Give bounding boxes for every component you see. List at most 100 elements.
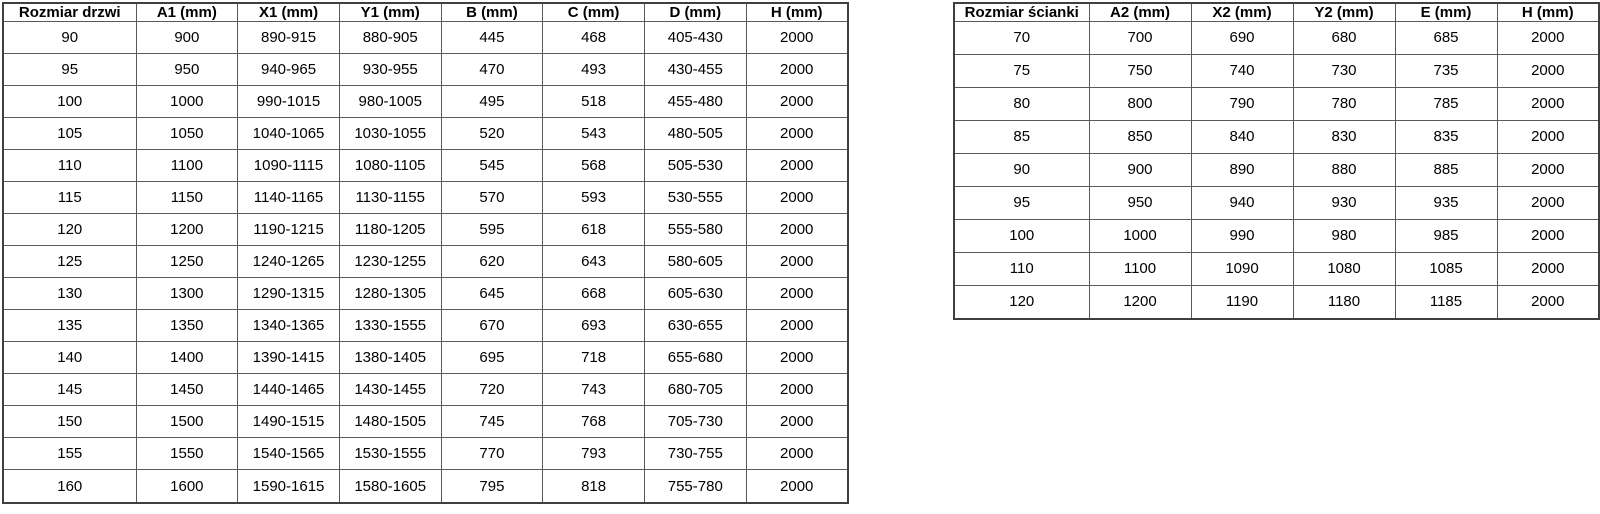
table-row: 150 1500 1490-1515 1480-1505 745 768 705-730 20… — [2, 405, 849, 439]
table-cell: 935 — [1394, 185, 1498, 220]
column-header: Y1 (mm) — [338, 2, 442, 22]
table-row: 90 900 890-915 880-905 445 468 405-430 2000 — [2, 20, 849, 55]
column-header: X1 (mm) — [237, 2, 340, 22]
table-cell: 518 — [542, 85, 645, 119]
table-cell: 2000 — [1496, 119, 1600, 154]
table-cell: 1530-1555 — [338, 437, 442, 471]
table-row: 120 1200 1190-1215 1180-1205 595 618 555-580 20… — [2, 213, 849, 247]
table-cell: 2000 — [745, 20, 849, 55]
header-row: Rozmiar drzwi A1 (mm) X1 (mm) Y1 (mm) B (mm)… — [2, 2, 849, 22]
table-cell: 655-680 — [643, 341, 747, 375]
column-header: C (mm) — [542, 2, 645, 22]
table-cell: 705-730 — [643, 405, 747, 439]
table-cell: 2000 — [1496, 284, 1600, 320]
table-cell: 1450 — [135, 373, 239, 407]
table-cell: 80 — [953, 86, 1090, 121]
table-cell: 140 — [2, 341, 137, 375]
table-cell: 1100 — [1088, 251, 1192, 286]
table-cell: 1085 — [1394, 251, 1498, 286]
table-row: 80 800 790 780 785 2000 — [953, 86, 1600, 121]
table-cell: 2000 — [745, 117, 849, 151]
table-cell: 980 — [1292, 218, 1396, 253]
column-header: Rozmiar ścianki — [953, 2, 1090, 22]
table-cell: 2000 — [745, 437, 849, 471]
table-cell: 618 — [542, 213, 645, 247]
table-cell: 2000 — [1496, 152, 1600, 187]
table-cell: 680 — [1292, 21, 1396, 55]
table-row: 85 850 840 830 835 2000 — [953, 119, 1600, 154]
table-cell: 1380-1405 — [338, 341, 442, 375]
table-cell: 2000 — [745, 213, 849, 247]
table-cell: 1040-1065 — [237, 117, 340, 151]
wall-dimensions-table: Rozmiar ścianki A2 (mm) X2 (mm) Y2 (mm) E (m… — [953, 2, 1600, 320]
table-cell: 900 — [1088, 152, 1192, 187]
table-cell: 1000 — [135, 85, 239, 119]
table-cell: 743 — [542, 373, 645, 407]
table-cell: 890 — [1190, 152, 1294, 187]
table-row: 160 1600 1590-1615 1580-1605 795 818 755-780 20… — [2, 469, 849, 504]
table-cell: 690 — [1190, 21, 1294, 55]
table-cell: 730 — [1292, 53, 1396, 88]
table-cell: 570 — [440, 181, 544, 215]
table-cell: 110 — [953, 251, 1090, 286]
table-cell: 2000 — [745, 405, 849, 439]
table-row: 135 1350 1340-1365 1330-1555 670 693 630-655 20… — [2, 309, 849, 343]
table-cell: 95 — [2, 53, 137, 87]
table-cell: 105 — [2, 117, 137, 151]
table-cell: 580-605 — [643, 245, 747, 279]
table-cell: 990 — [1190, 218, 1294, 253]
table-cell: 495 — [440, 85, 544, 119]
table-cell: 693 — [542, 309, 645, 343]
table-cell: 430-455 — [643, 53, 747, 87]
table-cell: 110 — [2, 149, 137, 183]
table-row: 155 1550 1540-1565 1530-1555 770 793 730-755 20… — [2, 437, 849, 471]
table-cell: 1590-1615 — [237, 469, 340, 504]
table-cell: 720 — [440, 373, 544, 407]
table-cell: 445 — [440, 20, 544, 55]
table-cell: 795 — [440, 469, 544, 504]
table-cell: 75 — [953, 53, 1090, 88]
table-cell: 730-755 — [643, 437, 747, 471]
table-cell: 885 — [1394, 152, 1498, 187]
table-cell: 543 — [542, 117, 645, 151]
table-cell: 890-915 — [237, 20, 340, 55]
table-cell: 1140-1165 — [237, 181, 340, 215]
table-cell: 2000 — [1496, 185, 1600, 220]
table-row: 115 1150 1140-1165 1130-1155 570 593 530-555 20… — [2, 181, 849, 215]
table-cell: 880 — [1292, 152, 1396, 187]
table-cell: 1500 — [135, 405, 239, 439]
table-cell: 900 — [135, 20, 239, 55]
table-cell: 1100 — [135, 149, 239, 183]
table-cell: 1580-1605 — [338, 469, 442, 504]
table-cell: 1480-1505 — [338, 405, 442, 439]
table-cell: 100 — [2, 85, 137, 119]
table-row: 130 1300 1290-1315 1280-1305 645 668 605-630 20… — [2, 277, 849, 311]
table-cell: 1200 — [1088, 284, 1192, 320]
table-cell: 115 — [2, 181, 137, 215]
table-cell: 780 — [1292, 86, 1396, 121]
table-row: 140 1400 1390-1415 1380-1405 695 718 655-680 20… — [2, 341, 849, 375]
table-cell: 2000 — [1496, 53, 1600, 88]
table-cell: 150 — [2, 405, 137, 439]
table-row: 110 1100 1090 1080 1085 2000 — [953, 251, 1600, 286]
table-row: 95 950 940 930 935 2000 — [953, 185, 1600, 220]
table-cell: 1240-1265 — [237, 245, 340, 279]
table-cell: 120 — [953, 284, 1090, 320]
table-cell: 750 — [1088, 53, 1192, 88]
table-row: 100 1000 990 980 985 2000 — [953, 218, 1600, 253]
table-cell: 1190-1215 — [237, 213, 340, 247]
table-cell: 1080 — [1292, 251, 1396, 286]
table-cell: 2000 — [1496, 86, 1600, 121]
table-cell: 740 — [1190, 53, 1294, 88]
table-cell: 830 — [1292, 119, 1396, 154]
table-cell: 1090-1115 — [237, 149, 340, 183]
table-cell: 480-505 — [643, 117, 747, 151]
table-cell: 985 — [1394, 218, 1498, 253]
table-cell: 1150 — [135, 181, 239, 215]
table-cell: 620 — [440, 245, 544, 279]
table-cell: 2000 — [745, 181, 849, 215]
table-cell: 1180-1205 — [338, 213, 442, 247]
table-cell: 630-655 — [643, 309, 747, 343]
table-cell: 835 — [1394, 119, 1498, 154]
